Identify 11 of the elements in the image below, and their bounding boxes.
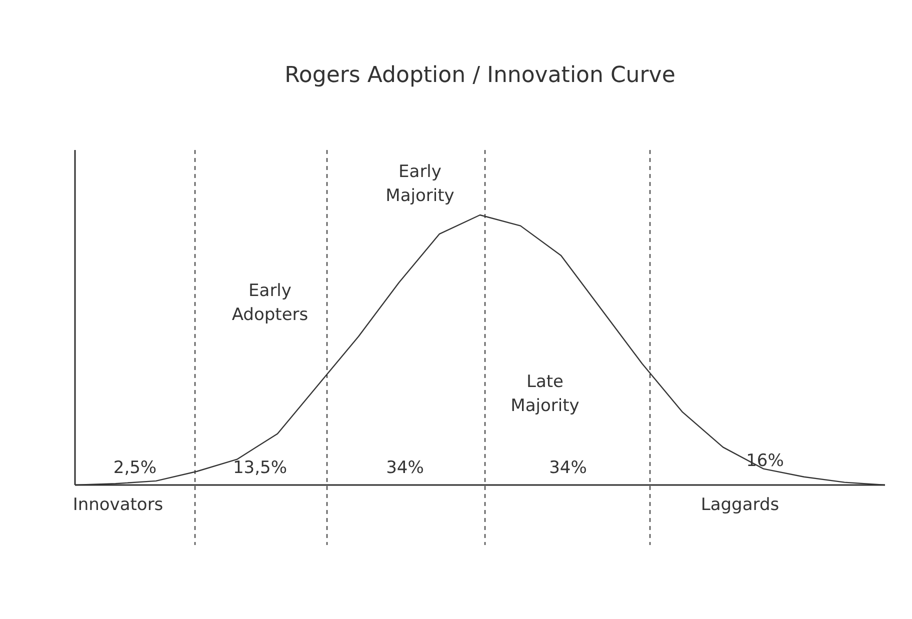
text: Early Majority [386, 162, 454, 206]
annotation: 13,5% [232, 458, 288, 478]
annotation: 34% [549, 458, 587, 478]
text: Innovators [72, 495, 164, 515]
annotation: Early Adopters [232, 281, 308, 325]
text: Laggards [700, 495, 780, 515]
annotation: 16% [746, 451, 784, 471]
annotation: Late Majority [510, 372, 580, 416]
annotation: 2,5% [113, 458, 157, 478]
chart-title: Rogers Adoption / Innovation Curve [284, 63, 676, 88]
annotation: 34% [386, 458, 424, 478]
